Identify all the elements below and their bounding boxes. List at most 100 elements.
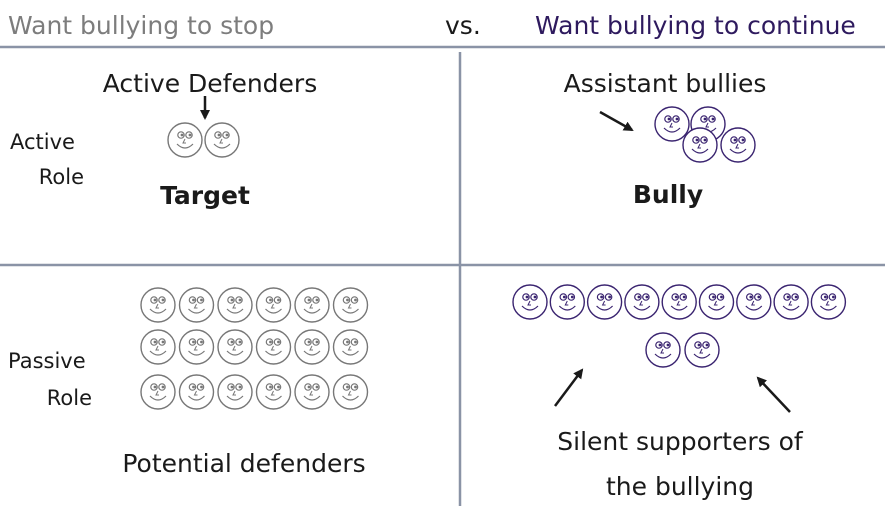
face-pupil: [316, 386, 319, 389]
group-label: Assistant bullies: [564, 69, 767, 98]
arrow: [555, 370, 582, 406]
face-pupil: [600, 296, 603, 299]
face-pupil: [316, 299, 319, 302]
face-pupil: [675, 296, 678, 299]
face: [662, 285, 696, 319]
face-pupil: [154, 386, 157, 389]
face-pupil: [200, 386, 203, 389]
face: [180, 375, 214, 409]
group-label: Active Defenders: [103, 69, 318, 98]
group-label: Silent supporters of: [557, 427, 804, 456]
face-pupil: [720, 296, 723, 299]
face-pupil: [704, 139, 707, 142]
face: [295, 330, 329, 364]
face: [180, 330, 214, 364]
face-pupil: [706, 344, 709, 347]
row-label: Passive: [8, 349, 86, 373]
face: [700, 285, 734, 319]
face: [218, 330, 252, 364]
face: [168, 123, 202, 157]
face: [513, 285, 547, 319]
face: [257, 288, 291, 322]
face: [295, 375, 329, 409]
face-pupil: [608, 296, 611, 299]
face-pupil: [181, 134, 184, 137]
face-pupil: [308, 299, 311, 302]
face: [257, 375, 291, 409]
face: [180, 288, 214, 322]
header-vs: vs.: [445, 11, 481, 40]
face: [257, 330, 291, 364]
face-pupil: [277, 299, 280, 302]
face-pupil: [832, 296, 835, 299]
face-pupil: [226, 134, 229, 137]
face: [141, 375, 175, 409]
face: [334, 375, 368, 409]
role-label: Bully: [633, 180, 703, 209]
face-pupil: [698, 344, 701, 347]
row-label: Active: [10, 130, 75, 154]
face: [646, 333, 680, 367]
face: [625, 285, 659, 319]
face-pupil: [308, 386, 311, 389]
face-pupil: [742, 139, 745, 142]
face-pupil: [239, 341, 242, 344]
row-label: Role: [47, 386, 92, 410]
face: [218, 375, 252, 409]
face-pupil: [354, 386, 357, 389]
face: [141, 288, 175, 322]
row-label: Role: [39, 165, 84, 189]
face-pupil: [346, 386, 349, 389]
face-pupil: [646, 296, 649, 299]
face-pupil: [269, 341, 272, 344]
face-pupil: [192, 341, 195, 344]
face-pupil: [676, 118, 679, 121]
face-pupil: [231, 386, 234, 389]
face-pupil: [162, 299, 165, 302]
face: [550, 285, 584, 319]
face-pupil: [192, 299, 195, 302]
face-pupil: [277, 341, 280, 344]
face-pupil: [316, 341, 319, 344]
face-pupil: [346, 341, 349, 344]
face-pupil: [231, 299, 234, 302]
face-pupil: [189, 134, 192, 137]
face-pupil: [269, 299, 272, 302]
arrow: [758, 378, 790, 412]
face-pupil: [231, 341, 234, 344]
face-pupil: [162, 341, 165, 344]
face-pupil: [354, 341, 357, 344]
face-pupil: [154, 341, 157, 344]
face: [334, 288, 368, 322]
group-label: the bullying: [606, 472, 754, 501]
header-left: Want bullying to stop: [8, 11, 274, 40]
face-pupil: [683, 296, 686, 299]
face-pupil: [354, 299, 357, 302]
face-pupil: [667, 344, 670, 347]
face: [737, 285, 771, 319]
face-pupil: [712, 296, 715, 299]
face: [811, 285, 845, 319]
face: [721, 128, 755, 162]
face-pupil: [659, 344, 662, 347]
face-pupil: [277, 386, 280, 389]
face: [141, 330, 175, 364]
face: [655, 107, 689, 141]
face-pupil: [696, 139, 699, 142]
face-pupil: [346, 299, 349, 302]
face-pupil: [308, 341, 311, 344]
face: [334, 330, 368, 364]
face-pupil: [200, 299, 203, 302]
face-pupil: [638, 296, 641, 299]
arrow: [600, 112, 632, 130]
face-pupil: [704, 118, 707, 121]
face-pupil: [712, 118, 715, 121]
face-pupil: [162, 386, 165, 389]
face-pupil: [154, 299, 157, 302]
face-pupil: [734, 139, 737, 142]
face-pupil: [200, 341, 203, 344]
face-pupil: [526, 296, 529, 299]
face-pupil: [749, 296, 752, 299]
face-pupil: [534, 296, 537, 299]
face-pupil: [795, 296, 798, 299]
